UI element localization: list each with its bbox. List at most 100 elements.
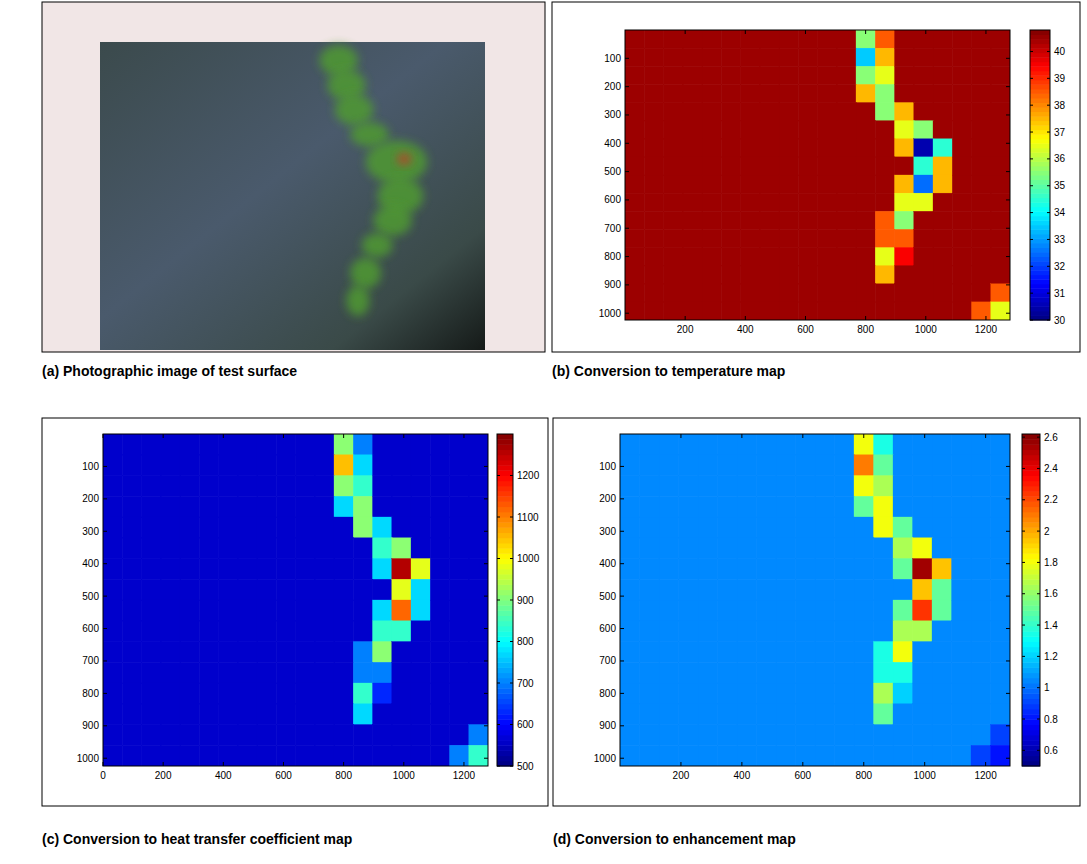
heatmap-cell [640,745,660,766]
colorbar-tick-label: 1.6 [1044,588,1058,599]
heatmap-cell [875,48,895,67]
colorbar-step [1022,735,1040,741]
heatmap-cell [353,704,373,725]
colorbar-tick [1047,158,1050,159]
heatmap-cell [776,434,796,455]
heatmap-cell [450,579,470,600]
colorbar-step [1030,152,1050,157]
heatmap-cell [334,642,354,663]
colorbar-step [1030,297,1050,302]
heatmap-cell [933,30,953,49]
heatmap-cell [698,745,718,766]
colorbar-tick [1030,320,1033,321]
heatmap-cell [776,538,796,559]
heatmap-cell [659,559,679,580]
heatmap-cell [334,704,354,725]
heatmap-cell [721,84,741,103]
heatmap-cell [238,683,258,704]
heatmap-cell [854,683,874,704]
colorbar-tick [497,724,500,725]
heatmap-cell [932,434,952,455]
heatmap-cell [971,434,991,455]
heatmap-cell [971,662,991,683]
heatmap-cell [757,683,777,704]
photo [100,42,485,350]
colorbar-step [497,631,513,637]
heatmap-cell [972,139,992,158]
heatmap-cell [721,121,741,140]
heatmap-cell [854,704,874,725]
heatmap-cell [161,725,181,746]
colorbar-step [1022,756,1040,762]
heatmap-cell [122,704,142,725]
y-tick-label: 400 [604,138,621,149]
heatmap-cell [737,642,757,663]
heatmap-cell [854,579,874,600]
heatmap-cell [103,600,123,621]
heatmap-cell [737,455,757,476]
green-spot [335,94,374,125]
colorbar-tick [1030,51,1033,52]
colorbar-step [1030,266,1050,271]
heatmap-cell [837,211,857,230]
colorbar-tick [510,475,513,476]
colorbar-step [1030,93,1050,98]
heatmap-cell [683,84,703,103]
heatmap-cell [971,476,991,497]
heatmap-cell [469,538,488,559]
y-tick [103,531,107,532]
colorbar-tick [1037,593,1040,594]
heatmap-cell [664,30,684,49]
colorbar-step [497,574,513,580]
heatmap-cell [837,103,857,122]
heatmap-cell [664,211,684,230]
heatmap-cell [683,229,703,248]
colorbar-tick [1022,468,1025,469]
heatmap-cell [625,175,645,194]
heatmap-cell [933,48,953,67]
panel-frame [42,418,548,806]
y-tick-label: 900 [82,720,99,731]
heatmap-cell [818,229,838,248]
x-tick [805,316,806,320]
colorbar-step [497,569,513,575]
heatmap-cell [625,266,645,285]
heatmap-cell [353,600,373,621]
colorbar-step [497,745,513,751]
y-tick [620,693,624,694]
heatmap-cell [893,455,913,476]
heatmap-cell [737,600,757,621]
colorbar-step [1030,89,1050,94]
y-tick [484,466,488,467]
colorbar-tick-label: 0.8 [1044,714,1058,725]
heatmap-cell [296,725,316,746]
heatmap-cell [257,579,277,600]
heatmap-cell [776,725,796,746]
heatmap-cell [392,579,412,600]
y-tick [103,693,107,694]
y-tick-label: 600 [82,623,99,634]
heatmap-cell [199,725,219,746]
colorbar-step [1030,71,1050,76]
heatmap-cell [219,621,239,642]
heatmap-cell [991,683,1011,704]
heatmap-cell [411,579,431,600]
heatmap-cell [991,600,1011,621]
colorbar-tick [510,724,513,725]
x-tick-label: 1200 [975,324,998,335]
heatmap-cell [103,559,123,580]
heatmap-cell [971,745,991,766]
heatmap-cell [818,48,838,67]
colorbar-tick [1030,185,1033,186]
heatmap-cell [721,103,741,122]
heatmap-cell [796,600,816,621]
heatmap-cell [659,538,679,559]
heatmap-cell [664,48,684,67]
heatmap-cell [835,476,855,497]
heatmap-cell [296,559,316,580]
heatmap-cell [914,229,934,248]
colorbar-tick-label: 36 [1054,153,1066,164]
heatmap-cell [914,30,934,49]
heatmap-cell [334,745,354,766]
heatmap-cell [779,84,799,103]
